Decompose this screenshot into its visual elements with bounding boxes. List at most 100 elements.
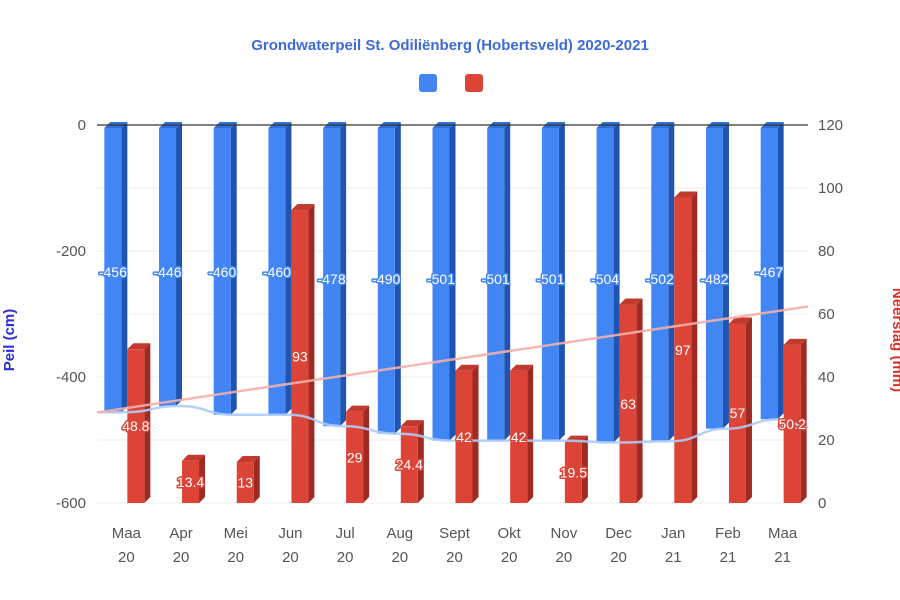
right-tick-label: 80: [818, 243, 835, 260]
peil-data-label: -478: [318, 271, 346, 287]
x-tick-label: 20: [556, 549, 573, 566]
right-tick-label: 20: [818, 432, 835, 449]
neerslag-bar: [400, 420, 424, 503]
x-tick-label: 20: [118, 549, 135, 566]
x-tick-label: 20: [501, 549, 518, 566]
neerslag-data-label: 13: [237, 475, 253, 491]
x-tick-label: 20: [337, 549, 354, 566]
neerslag-bar: [783, 338, 807, 503]
x-tick-label: Sept: [439, 525, 471, 542]
neerslag-data-label: 97: [675, 342, 691, 358]
peil-data-label: -456: [99, 264, 127, 280]
peil-bar: [104, 122, 128, 413]
neerslag-data-label: 24.4: [396, 457, 423, 473]
neerslag-bars: [127, 191, 807, 504]
x-tick-label: Nov: [551, 525, 578, 542]
right-axis-ticks: 120 100 80 60 40 20 0: [818, 117, 843, 512]
x-tick-label: 20: [227, 549, 244, 566]
x-tick-label: Maa: [768, 525, 798, 542]
peil-data-labels: -456 -446 -460 -460 -478 -490 -501 -501 -501 -504…: [97, 263, 785, 289]
peil-data-label: -490: [372, 271, 400, 287]
x-tick-label: Jul: [336, 525, 355, 542]
peil-data-label: -501: [482, 271, 510, 287]
x-tick-label: Aug: [386, 525, 413, 542]
peil-data-label: -501: [536, 271, 564, 287]
neerslag-bar: [728, 317, 752, 503]
left-axis-ticks: 0 -200 -400 -600: [56, 117, 86, 512]
left-tick-label: -400: [56, 369, 86, 386]
x-tick-label: Maa: [112, 525, 142, 542]
x-tick-label: 20: [282, 549, 299, 566]
neerslag-data-label: 42: [511, 429, 527, 445]
right-axis-title: Neerslag (mm): [889, 288, 900, 392]
x-tick-label: 21: [720, 549, 737, 566]
neerslag-data-label: 19.5: [560, 464, 587, 480]
legend-swatch-peil: [419, 74, 437, 92]
x-tick-label: 21: [665, 549, 682, 566]
neerslag-data-label: 42: [456, 429, 472, 445]
left-axis-title: Peil (cm): [1, 309, 18, 372]
peil-bar: [596, 122, 620, 443]
x-tick-label: Feb: [715, 525, 741, 542]
x-tick-label: Jan: [661, 525, 685, 542]
neerslag-bar: [619, 298, 643, 503]
left-tick-label: -600: [56, 495, 86, 512]
x-axis-ticks: Maa 20 Apr 20 Mei 20 Jun 20 Jul 20 Aug 20 Sept 20 Okt 2…: [112, 525, 798, 566]
right-tick-label: 120: [818, 117, 843, 134]
legend: [419, 74, 483, 92]
peil-bar: [213, 122, 237, 415]
left-tick-label: -200: [56, 243, 86, 260]
neerslag-data-label: 29: [347, 449, 363, 465]
neerslag-bar: [455, 364, 479, 503]
peil-data-label: -501: [427, 271, 455, 287]
peil-bar: [651, 122, 675, 442]
neerslag-bar: [127, 343, 151, 503]
neerslag-data-labels: 48.8 13.4 13 93 29 24.4 42 42 19.5 63 97 57 50.2: [121, 341, 808, 492]
neerslag-data-label: 48.8: [122, 418, 149, 434]
neerslag-bar: [674, 191, 698, 503]
peil-data-label: -460: [208, 264, 236, 280]
peil-bar: [377, 122, 401, 434]
neerslag-data-label: 50.2: [779, 416, 806, 432]
peil-bar: [323, 122, 347, 427]
right-tick-label: 0: [818, 495, 826, 512]
neerslag-bar: [182, 454, 206, 503]
neerslag-data-label: 57: [730, 405, 746, 421]
peil-bar: [705, 122, 729, 429]
x-tick-label: Mei: [224, 525, 248, 542]
neerslag-data-label: 63: [620, 396, 636, 412]
x-tick-label: 21: [774, 549, 791, 566]
peil-bar: [487, 122, 511, 441]
peil-trendline: [97, 404, 809, 444]
peil-bar: [159, 122, 183, 406]
peil-data-label: -504: [591, 271, 619, 287]
neerslag-data-label: 13.4: [177, 474, 204, 490]
peil-data-label: -502: [646, 271, 674, 287]
peil-data-label: -467: [755, 264, 783, 280]
peil-bar: [760, 122, 784, 420]
peil-bars: [104, 122, 784, 443]
x-tick-label: Okt: [498, 525, 522, 542]
neerslag-bar: [291, 204, 315, 504]
peil-data-label: -482: [700, 271, 728, 287]
x-tick-label: 20: [610, 549, 627, 566]
x-tick-label: Dec: [605, 525, 632, 542]
x-tick-label: 20: [391, 549, 408, 566]
x-tick-label: 20: [446, 549, 463, 566]
x-tick-label: Apr: [169, 525, 192, 542]
neerslag-trendline: [96, 305, 809, 414]
right-tick-label: 100: [818, 180, 843, 197]
neerslag-data-label: 93: [292, 349, 308, 365]
neerslag-bar: [564, 435, 588, 503]
chart-title: Grondwaterpeil St. Odiliënberg (Hobertsv…: [251, 37, 649, 54]
left-tick-label: 0: [78, 117, 86, 134]
peil-bar: [541, 122, 565, 441]
neerslag-bar: [510, 364, 534, 503]
right-tick-label: 60: [818, 306, 835, 323]
x-tick-label: 20: [173, 549, 190, 566]
peil-data-label: -446: [154, 264, 182, 280]
neerslag-bar: [236, 456, 260, 503]
legend-swatch-neerslag: [465, 74, 483, 92]
peil-data-label: -460: [263, 264, 291, 280]
